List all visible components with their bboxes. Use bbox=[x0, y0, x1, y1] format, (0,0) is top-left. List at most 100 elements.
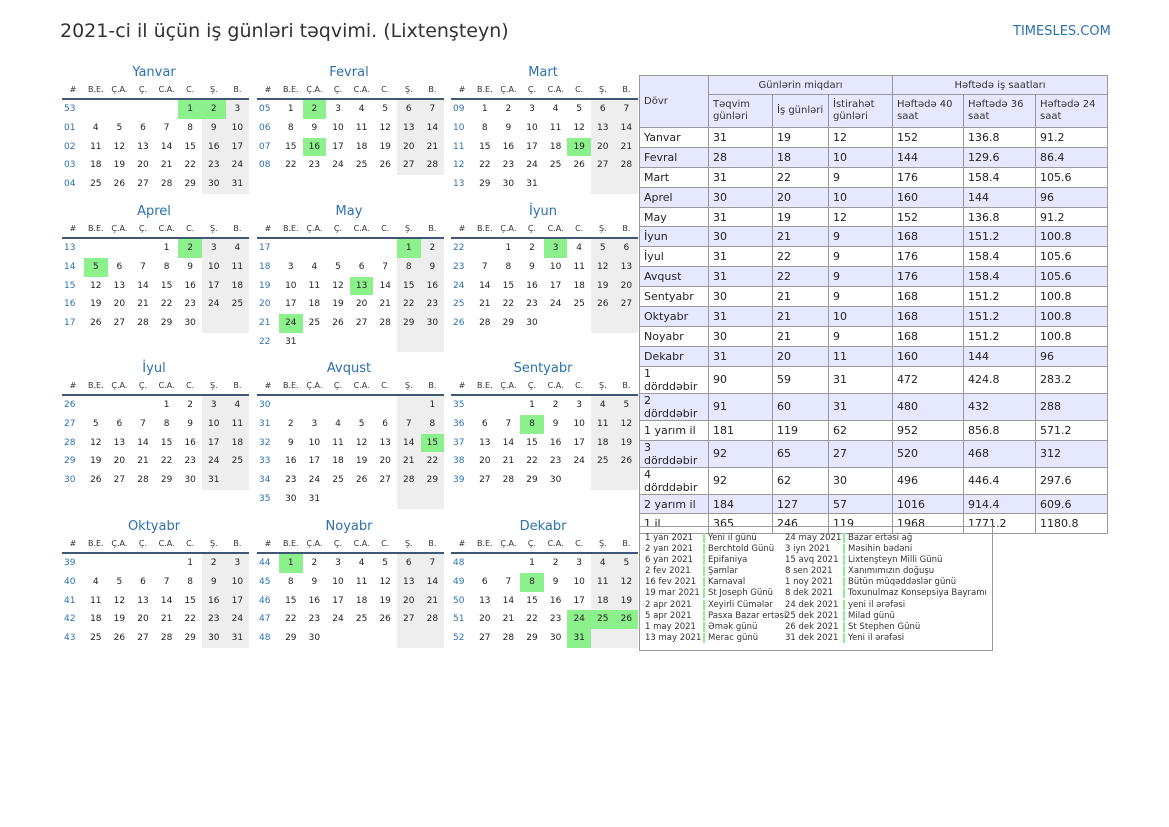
week-number: 04 bbox=[64, 179, 76, 190]
weekday-header: B. bbox=[225, 378, 250, 396]
week-number: 51 bbox=[453, 614, 465, 625]
day-cell: 23 bbox=[526, 299, 538, 310]
week-number: 48 bbox=[453, 558, 465, 568]
day-cell: 24 bbox=[201, 295, 226, 315]
day-cell: 6 bbox=[116, 261, 123, 272]
week-number: 46 bbox=[259, 595, 271, 606]
week-number: 17 bbox=[259, 243, 271, 253]
holiday-row: 19 mar 2021 St Joseph Günü bbox=[645, 588, 786, 599]
day-cell: 10 bbox=[332, 122, 344, 133]
empty-cell bbox=[373, 239, 397, 258]
day-cell: 7 bbox=[420, 554, 445, 573]
weekday-header: # bbox=[62, 221, 84, 239]
month-name: Yanvar bbox=[132, 65, 176, 80]
day-cell: 21 bbox=[396, 452, 421, 472]
day-cell: 20 bbox=[137, 614, 149, 625]
page-title: 2021-ci il üçün iş günləri təqvimi. (Lix… bbox=[60, 20, 509, 42]
day-cell: 13 bbox=[614, 257, 639, 277]
day-cell: 12 bbox=[90, 280, 102, 291]
week-number: 33 bbox=[259, 456, 271, 467]
day-cell: 28 bbox=[479, 318, 491, 329]
day-cell: 20 bbox=[396, 591, 421, 611]
day-cell: 17 bbox=[201, 433, 226, 453]
value-cell: 181 bbox=[708, 419, 773, 441]
day-cell: 7 bbox=[163, 122, 170, 133]
day-cell: 4 bbox=[590, 396, 615, 415]
day-cell: 2 bbox=[552, 400, 559, 410]
weekday-header: B. bbox=[614, 536, 639, 554]
day-cell: 31 bbox=[567, 629, 591, 648]
day-cell: 3 bbox=[335, 558, 341, 568]
day-cell: 3 bbox=[529, 104, 535, 114]
value-cell: 914.4 bbox=[963, 493, 1036, 515]
day-cell: 17 bbox=[332, 595, 344, 606]
holiday-date: 1 may 2021 bbox=[645, 621, 696, 632]
holiday-row: 24 may 2021 Bazar ertəsi ağ bbox=[785, 533, 987, 544]
weekday-header: Ç. bbox=[131, 82, 155, 100]
site-link[interactable]: TIMESLES.COM bbox=[1013, 24, 1111, 39]
day-cell: 2 bbox=[505, 104, 512, 114]
empty-cell bbox=[131, 554, 155, 573]
day-cell: 18 bbox=[90, 614, 102, 625]
value-cell: 27 bbox=[828, 439, 893, 468]
empty-cell bbox=[225, 471, 250, 490]
day-cell: 21 bbox=[502, 614, 515, 625]
day-cell: 7 bbox=[481, 261, 488, 272]
holiday-date: 24 may 2021 bbox=[785, 533, 842, 543]
day-cell: 23 bbox=[184, 299, 196, 310]
weekday-header: C.A. bbox=[349, 221, 374, 239]
day-cell: 9 bbox=[552, 418, 559, 429]
holiday-name: Məsihin bədəni bbox=[843, 544, 913, 555]
day-cell: 12 bbox=[379, 576, 391, 587]
value-cell: 1968 bbox=[892, 513, 964, 535]
day-cell: 14 bbox=[502, 595, 515, 606]
day-cell: 30 bbox=[184, 475, 196, 486]
day-cell: 8 bbox=[287, 576, 294, 587]
month-12: Dekabr # B.E. Ç.A. Ç. C.A. C. Ş. B. 48 1 2 3 4 5 49 6 7 8 9… bbox=[451, 518, 639, 648]
empty-cell bbox=[350, 396, 374, 415]
day-cell: 5 bbox=[382, 558, 389, 568]
weekday-header: Ç. bbox=[131, 221, 155, 239]
empty-cell bbox=[590, 629, 615, 648]
day-cell: 22 bbox=[184, 614, 196, 625]
value-cell: 119 bbox=[828, 513, 893, 535]
day-cell: 18 bbox=[355, 595, 368, 606]
day-cell: 28 bbox=[160, 179, 173, 190]
day-cell: 9 bbox=[420, 257, 445, 277]
day-cell: 15 bbox=[160, 437, 173, 448]
value-cell: 158.4 bbox=[963, 166, 1036, 188]
period-cell: 2 dörddəbir bbox=[639, 392, 709, 421]
day-cell: 22 bbox=[160, 299, 173, 310]
summary-row: 2 yarım il 184 127 57 1016 914.4 609.6 bbox=[639, 493, 1108, 515]
weekday-header: Ç. bbox=[326, 82, 350, 100]
day-cell: 25 bbox=[590, 452, 615, 472]
weekday-header: C. bbox=[373, 378, 397, 396]
day-cell: 19 bbox=[113, 160, 126, 171]
holiday-row: 1 noy 2021 Bütün müqəddəslər günü bbox=[785, 577, 987, 588]
weekday-header: Ş. bbox=[201, 82, 226, 100]
weekday-header: C. bbox=[373, 536, 397, 554]
day-cell: 21 bbox=[420, 137, 445, 157]
value-cell: 21 bbox=[772, 286, 829, 308]
weekday-header: B.E. bbox=[84, 378, 108, 396]
value-cell: 21 bbox=[772, 306, 829, 327]
holiday-name: Lixtenşteyn Milli Günü bbox=[843, 555, 943, 566]
day-cell: 14 bbox=[614, 118, 639, 138]
value-cell: 92 bbox=[708, 466, 773, 495]
week-number: 50 bbox=[453, 595, 465, 606]
period-cell: 4 dörddəbir bbox=[639, 466, 709, 495]
day-cell: 24 bbox=[573, 456, 585, 467]
empty-cell bbox=[420, 332, 445, 352]
day-cell: 20 bbox=[479, 614, 491, 625]
value-cell: 856.8 bbox=[963, 419, 1036, 441]
holiday-date: 25 dek 2021 bbox=[785, 610, 839, 621]
day-cell: 17 bbox=[201, 276, 226, 296]
week-number: 26 bbox=[453, 318, 465, 329]
holiday-name: Bazar ertəsi ağ bbox=[843, 533, 913, 543]
month-grid: # B.E. Ç.A. Ç. C.A. C. Ş. B. 13 1 2 3 4 14 5 6 7 8 9 10 11 15… bbox=[62, 221, 250, 333]
day-cell: 23 bbox=[201, 610, 226, 630]
value-cell: 11 bbox=[828, 345, 893, 367]
value-cell: 119 bbox=[772, 419, 829, 441]
day-cell: 6 bbox=[396, 554, 421, 573]
weekday-header: B. bbox=[614, 378, 639, 396]
